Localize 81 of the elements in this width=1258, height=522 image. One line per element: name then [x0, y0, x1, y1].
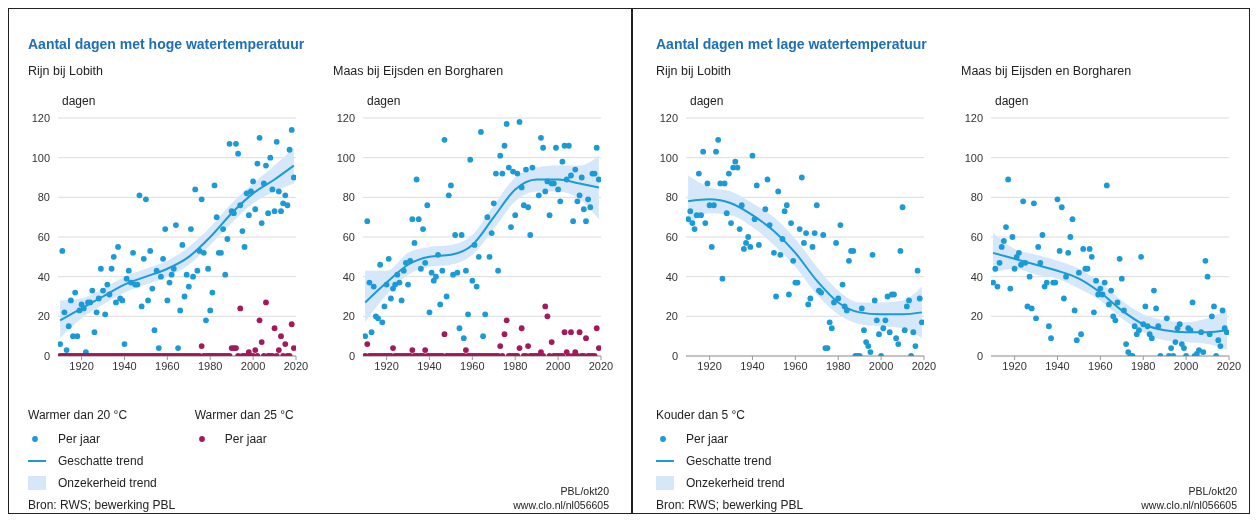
text: Onzekerheid trend — [58, 476, 157, 490]
y-tick-label: 60 — [970, 230, 983, 243]
chart-subtitle: Maas bij Eijsden en Borgharen — [333, 64, 504, 78]
text: www.clo.nl/nl056605 — [1141, 499, 1237, 511]
y-tick-label: 20 — [37, 310, 50, 323]
y-tick-label: 40 — [665, 270, 678, 283]
x-tick-label: 1940 — [1045, 359, 1070, 372]
x-tick-label: 2020 — [911, 359, 937, 372]
x-tick-label: 1920 — [69, 359, 94, 372]
y-tick-label: 100 — [336, 151, 355, 164]
line-series — [364, 178, 600, 304]
legend-label: Per jaar — [58, 432, 101, 446]
y-tick-label: 20 — [665, 310, 678, 323]
y-tick-label: 120 — [964, 111, 983, 124]
y-tick-label: 60 — [665, 230, 678, 243]
x-tick-label: 1980 — [197, 359, 223, 372]
line-series — [59, 164, 295, 322]
x-tick-label: 2020 — [1216, 359, 1242, 372]
y-tick-label: 0 — [43, 349, 50, 362]
x-tick-label: 1920 — [1002, 359, 1027, 372]
text: PBL/okt20 — [560, 485, 609, 497]
y-tick-label: 60 — [37, 230, 50, 243]
legend-label: Per jaar — [224, 432, 267, 446]
y-tick-label: 80 — [37, 191, 50, 204]
x-tick-label: 1960 — [460, 359, 485, 372]
text: Bron: RWS; bewerking PBL — [656, 498, 804, 512]
y-tick-label: 20 — [342, 310, 355, 323]
text: Kouder dan 5 °C — [656, 408, 745, 422]
y-tick-label: 80 — [970, 191, 983, 204]
y-tick-label: 40 — [970, 270, 983, 283]
chart-subtitle: Maas bij Eijsden en Borgharen — [961, 64, 1132, 78]
y-tick-label: 80 — [342, 191, 355, 204]
x-tick-label: 1960 — [783, 359, 808, 372]
text: Onzekerheid trend — [686, 476, 785, 490]
y-tick-label: 80 — [665, 191, 678, 204]
x-tick-label: 2000 — [545, 359, 571, 372]
x-tick-label: 2020 — [283, 359, 309, 372]
y-tick-label: 40 — [342, 270, 355, 283]
chart-subtitle: Rijn bij Lobith — [656, 64, 732, 78]
x-tick-label: 1920 — [374, 359, 399, 372]
x-tick-label: 2000 — [868, 359, 894, 372]
y-tick-label: 0 — [671, 349, 678, 362]
y-axis-title: dagen — [367, 94, 401, 108]
x-tick-label: 1960 — [1088, 359, 1113, 372]
text: Warmer dan 20 °C — [28, 408, 128, 422]
legend-label: Geschatte trend — [58, 454, 144, 468]
y-tick-label: 0 — [348, 349, 355, 362]
y-tick-label: 120 — [659, 111, 678, 124]
text: PBL/okt20 — [1188, 485, 1237, 497]
legend-label: Per jaar — [686, 432, 729, 446]
x-tick-label: 1960 — [155, 359, 180, 372]
y-tick-label: 60 — [342, 230, 355, 243]
y-tick-label: 120 — [336, 111, 355, 124]
x-tick-label: 1980 — [825, 359, 851, 372]
y-tick-label: 20 — [970, 310, 983, 323]
x-tick-label: 2020 — [588, 359, 614, 372]
text: www.clo.nl/nl056605 — [513, 499, 609, 511]
text: Bron: RWS; bewerking PBL — [28, 498, 176, 512]
y-axis-title: dagen — [62, 94, 96, 108]
legend-label: Geschatte trend — [686, 454, 772, 468]
y-tick-label: 120 — [31, 111, 50, 124]
x-tick-label: 2000 — [1173, 359, 1199, 372]
x-tick-label: 2000 — [240, 359, 266, 372]
y-tick-label: 100 — [31, 151, 50, 164]
x-tick-label: 1920 — [697, 359, 722, 372]
line-series — [687, 198, 923, 316]
text: Warmer dan 25 °C — [194, 408, 294, 422]
chart-title: Aantal dagen met lage watertemperatuur — [656, 36, 927, 52]
y-tick-label: 100 — [659, 151, 678, 164]
x-tick-label: 1940 — [417, 359, 442, 372]
x-tick-label: 1940 — [740, 359, 765, 372]
chart-subtitle: Rijn bij Lobith — [28, 64, 104, 78]
x-tick-label: 1980 — [502, 359, 528, 372]
y-tick-label: 40 — [37, 270, 50, 283]
y-tick-label: 100 — [964, 151, 983, 164]
x-tick-label: 1980 — [1130, 359, 1156, 372]
x-tick-label: 1940 — [112, 359, 137, 372]
chart-title: Aantal dagen met hoge watertemperatuur — [28, 36, 305, 52]
y-axis-title: dagen — [995, 94, 1029, 108]
y-axis-title: dagen — [690, 94, 724, 108]
y-tick-label: 0 — [976, 349, 983, 362]
